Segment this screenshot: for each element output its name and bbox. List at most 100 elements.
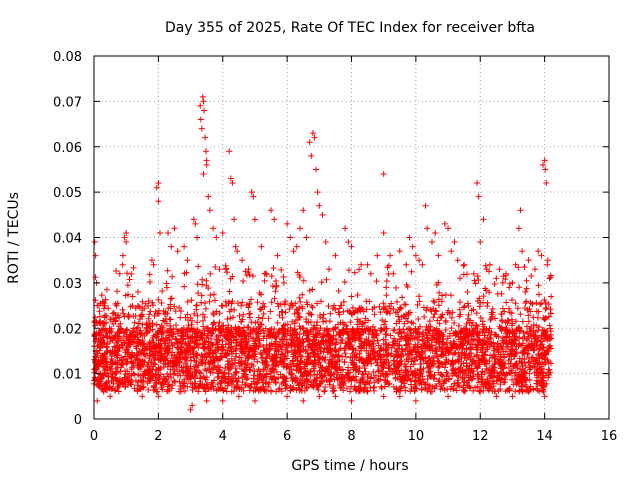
data-point: [246, 367, 253, 374]
data-point: [289, 318, 296, 325]
data-point: [173, 326, 180, 333]
data-point: [325, 266, 332, 273]
data-point: [448, 325, 455, 332]
data-point: [327, 310, 334, 317]
data-point: [303, 384, 310, 391]
data-point: [383, 370, 390, 377]
data-point: [155, 296, 162, 303]
data-point: [144, 329, 151, 336]
data-point: [531, 266, 538, 273]
data-point: [140, 377, 147, 384]
data-point: [168, 295, 175, 302]
data-point: [107, 316, 114, 323]
data-point: [519, 248, 526, 255]
data-point: [407, 309, 414, 316]
data-point: [367, 351, 374, 358]
data-point: [525, 318, 532, 325]
data-point: [147, 308, 154, 315]
data-point: [236, 312, 243, 319]
data-point: [359, 370, 366, 377]
data-point: [92, 274, 99, 281]
data-point: [187, 334, 194, 341]
data-point: [226, 350, 233, 357]
data-point: [356, 318, 363, 325]
data-point: [523, 298, 530, 305]
data-point: [323, 331, 330, 338]
data-point: [396, 341, 403, 348]
data-point: [223, 265, 230, 272]
data-point: [376, 367, 383, 374]
data-point: [168, 339, 175, 346]
data-point: [390, 357, 397, 364]
data-point: [311, 322, 318, 329]
data-point: [469, 367, 476, 374]
data-point: [268, 273, 275, 280]
data-point: [152, 308, 159, 315]
data-point: [541, 157, 548, 164]
data-point: [200, 98, 207, 105]
data-point: [197, 116, 204, 123]
data-point: [304, 327, 311, 334]
data-point: [205, 328, 212, 335]
data-point: [300, 397, 307, 404]
data-point: [547, 335, 554, 342]
data-point: [387, 352, 394, 359]
data-point: [235, 359, 242, 366]
x-tick-label: 4: [219, 429, 227, 444]
data-point: [94, 397, 101, 404]
data-point: [208, 366, 215, 373]
data-point: [339, 366, 346, 373]
data-point: [345, 267, 352, 274]
y-tick-label: 0.03: [53, 277, 82, 292]
data-point: [362, 368, 369, 375]
data-point: [417, 366, 424, 373]
data-point: [529, 344, 536, 351]
data-point: [210, 350, 217, 357]
data-point: [534, 365, 541, 372]
data-point: [546, 322, 553, 329]
data-point: [382, 331, 389, 338]
data-point: [242, 382, 249, 389]
data-point: [229, 273, 236, 280]
data-point: [349, 359, 356, 366]
data-point: [167, 316, 174, 323]
data-point: [181, 283, 188, 290]
data-point: [323, 276, 330, 283]
data-point: [231, 216, 238, 223]
data-point: [260, 300, 267, 307]
data-point: [448, 314, 455, 321]
data-point: [287, 324, 294, 331]
data-point: [296, 366, 303, 373]
data-point: [96, 308, 103, 315]
data-point: [91, 239, 98, 246]
data-point: [221, 333, 228, 340]
data-point: [92, 297, 99, 304]
data-point: [194, 319, 201, 326]
data-point: [522, 362, 529, 369]
data-point: [184, 257, 191, 264]
data-point: [173, 359, 180, 366]
data-point: [421, 313, 428, 320]
data-point: [460, 262, 467, 269]
data-point: [499, 335, 506, 342]
data-point: [289, 377, 296, 384]
data-point: [281, 360, 288, 367]
data-point: [128, 271, 135, 278]
data-point: [153, 321, 160, 328]
data-point: [131, 319, 138, 326]
data-point: [465, 315, 472, 322]
data-point: [338, 383, 345, 390]
data-point: [290, 248, 297, 255]
data-point: [251, 348, 258, 355]
data-point: [435, 369, 442, 376]
data-point: [205, 193, 212, 200]
data-point: [375, 353, 382, 360]
data-point: [295, 310, 302, 317]
data-point: [278, 266, 285, 273]
data-point: [487, 331, 494, 338]
data-point: [436, 289, 443, 296]
data-point: [158, 322, 165, 329]
data-point: [172, 308, 179, 315]
data-point: [255, 314, 262, 321]
data-point: [181, 388, 188, 395]
